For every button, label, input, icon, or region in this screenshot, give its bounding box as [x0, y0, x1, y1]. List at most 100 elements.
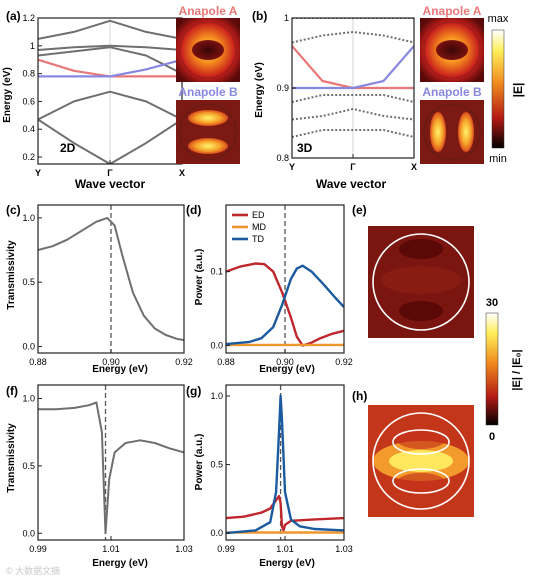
xtick-label-b-1: Γ	[350, 162, 356, 172]
ytick-label-c-1: 0.5	[22, 277, 35, 287]
series-a-4	[38, 19, 182, 40]
panel-d: (d) 0.88 0.90 0.92 0.0 0.1 ED MD TD Energy (eV)…	[186, 203, 353, 375]
xtick-label-g-1: 1.01	[276, 544, 294, 554]
ytick-label-c-0: 0.0	[22, 342, 35, 352]
ytick-label-f-0: 0.0	[22, 528, 35, 538]
series-g-2	[226, 394, 344, 535]
mode-maps-b: Anapole A Anapole B max min |E|	[420, 4, 525, 165]
plot-d: 0.88 0.90 0.92 0.0 0.1 ED MD TD	[210, 204, 353, 367]
colorbar-field: max min |E|	[488, 13, 525, 165]
xtick-label-a-2: X	[179, 168, 185, 178]
series-d-0	[226, 262, 344, 347]
xlabel-d: Energy (eV)	[259, 364, 315, 375]
panel-label-e: (e)	[352, 203, 367, 217]
ytick-label-b-2: 1	[284, 13, 289, 23]
plot-b: Y Γ X 0.8 0.9 1	[276, 13, 417, 172]
ytick-label-a-4: 1	[30, 41, 35, 51]
panel-c: (c) 0.88 0.90 0.92 0.0 0.5 1.0 Energy (eV) Tr…	[6, 203, 193, 375]
xtick-label-d-0: 0.88	[217, 357, 235, 367]
ytick-label-c-2: 1.0	[22, 213, 35, 223]
series-a-0	[38, 118, 182, 164]
inset-label-2d: 2D	[60, 141, 76, 155]
anapole-b-label-right: Anapole B	[422, 85, 482, 99]
panel-label-g: (g)	[186, 384, 201, 398]
series-a-6	[38, 58, 182, 78]
xtick-label-b-2: X	[411, 162, 417, 172]
mode-maps-a: Anapole A Anapole B	[176, 4, 240, 164]
ytick-label-d-0: 0.0	[210, 341, 223, 351]
ytick-label-a-5: 1.2	[22, 13, 35, 23]
xlabel-g: Energy (eV)	[259, 558, 315, 569]
panel-f: (f) 0.99 1.01 1.03 0.0 0.5 1.0 Energy (eV) Tr…	[6, 384, 193, 569]
series-group-c	[38, 216, 184, 342]
panel-label-a: (a)	[6, 9, 21, 23]
series-d-2	[226, 264, 344, 346]
ytick-label-g-1: 0.5	[210, 460, 223, 470]
xtick-label-g-0: 0.99	[217, 544, 235, 554]
panel-a: (a) Y Γ X 0.2 0.4 0.6 0.8 1 1.2 2D Wave vector E…	[2, 9, 185, 191]
plot-c: 0.88 0.90 0.92 0.0 0.5 1.0	[22, 204, 193, 367]
ytick-label-a-3: 0.8	[22, 69, 35, 79]
xtick-label-f-1: 1.01	[102, 544, 120, 554]
ytick-label-d-1: 0.1	[210, 267, 223, 277]
series-a-3	[38, 44, 182, 51]
anapole-b-label-left: Anapole B	[178, 85, 238, 99]
colorbar-enhancement: 30 0 |E| / |E₀|	[485, 297, 523, 443]
series-group-g	[226, 394, 344, 535]
series-b-0	[292, 129, 414, 138]
series-g-0	[226, 494, 344, 532]
ylabel-f: Transmissivity	[6, 423, 17, 493]
mode-map-b-bottom	[176, 100, 240, 164]
xtick-label-d-1: 0.90	[276, 357, 294, 367]
series-f-0	[38, 401, 184, 535]
colorbar-enh-label: |E| / |E₀|	[511, 349, 523, 390]
series-b-6	[292, 45, 414, 90]
series-b-2	[292, 94, 414, 103]
mode-map-a-top	[176, 18, 240, 82]
inset-label-3d: 3D	[297, 141, 313, 155]
plot-f: 0.99 1.01 1.03 0.0 0.5 1.0	[22, 384, 193, 554]
panel-label-c: (c)	[6, 203, 21, 217]
colorbar-field-min: min	[489, 153, 507, 165]
xlabel-b: Wave vector	[316, 177, 387, 191]
panel-g: (g) 0.99 1.01 1.03 0.0 0.5 1.0 Energy (eV) Po…	[186, 384, 353, 569]
ylabel-b: Energy (eV)	[254, 62, 265, 118]
ytick-label-a-1: 0.4	[22, 124, 35, 134]
ytick-label-f-2: 1.0	[22, 393, 35, 403]
series-group-d	[226, 262, 344, 347]
ytick-label-a-0: 0.2	[22, 152, 35, 162]
panel-b: (b) Y Γ X 0.8 0.9 1 3D Wave vector Energy (eV…	[252, 9, 417, 191]
mode-map-a-right	[420, 18, 484, 82]
ytick-label-f-1: 0.5	[22, 461, 35, 471]
xtick-label-f-2: 1.03	[175, 544, 193, 554]
panel-h: (h)	[352, 389, 474, 517]
panel-label-d: (d)	[186, 203, 201, 217]
panel-label-h: (h)	[352, 389, 367, 403]
plot-g: 0.99 1.01 1.03 0.0 0.5 1.0	[210, 384, 353, 554]
plot-a: Y Γ X 0.2 0.4 0.6 0.8 1 1.2	[22, 13, 185, 178]
xtick-label-c-1: 0.90	[102, 357, 120, 367]
legend-label-d-0: ED	[252, 210, 265, 220]
xtick-label-a-0: Y	[35, 168, 41, 178]
ylabel-c: Transmissivity	[6, 240, 17, 310]
xtick-label-a-1: Γ	[107, 168, 113, 178]
colorbar-field-label: |E|	[511, 83, 525, 98]
ylabel-d: Power (a.u.)	[194, 249, 205, 306]
ytick-label-b-0: 0.8	[276, 153, 289, 163]
colorbar-enh-max: 30	[486, 297, 498, 309]
mode-map-b-right	[420, 100, 484, 164]
xtick-label-c-2: 0.92	[175, 357, 193, 367]
xtick-label-g-2: 1.03	[335, 544, 353, 554]
xtick-label-f-0: 0.99	[29, 544, 47, 554]
series-b-1	[292, 108, 414, 121]
series-group-a	[38, 19, 182, 164]
xlabel-a: Wave vector	[75, 177, 146, 191]
xtick-label-c-0: 0.88	[29, 357, 47, 367]
series-c-0	[38, 216, 184, 342]
ytick-label-b-1: 0.9	[276, 83, 289, 93]
panel-e: (e) 30 0 |E| / |E₀|	[352, 203, 523, 443]
anapole-a-label-right: Anapole A	[423, 4, 482, 18]
xlabel-f: Energy (eV)	[92, 558, 148, 569]
ylabel-a: Energy (eV)	[2, 67, 13, 123]
